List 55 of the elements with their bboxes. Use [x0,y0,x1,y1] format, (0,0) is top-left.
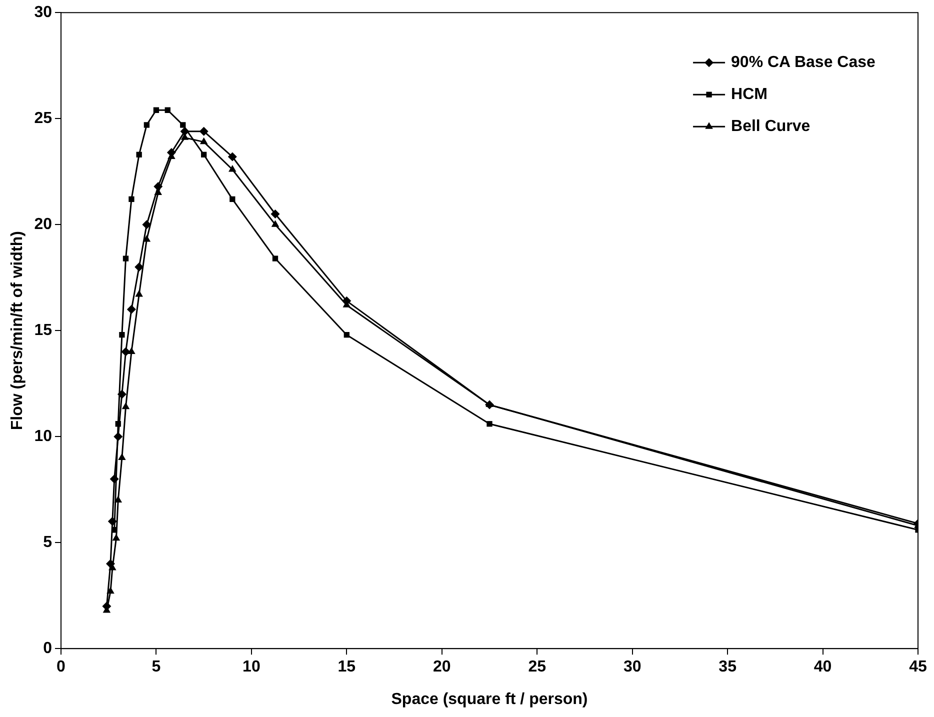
point [344,332,350,338]
x-axis-title: Space (square ft / person) [391,690,588,708]
point [114,432,123,442]
y-axis-title: Flow (pers/min/ft of width) [9,231,26,430]
y-tick-label: 5 [43,534,52,552]
point [128,196,134,202]
y-tick-label: 20 [34,216,52,234]
point [119,332,125,338]
y-tick-label: 10 [34,428,52,446]
x-tick-label: 35 [718,658,737,676]
y-tick-label: 15 [34,322,52,340]
y-tick-label: 25 [34,110,52,128]
point [110,474,119,484]
point [106,559,116,568]
point [164,107,170,113]
x-tick-label: 10 [242,658,260,676]
point [142,220,152,230]
point [230,196,236,202]
point [118,453,126,460]
point [228,164,236,172]
x-tick-label: 20 [432,658,451,676]
x-tick-label: 0 [56,658,66,676]
point [199,126,208,136]
point [272,256,278,262]
x-tick-label: 15 [338,658,356,676]
x-tick-label: 45 [909,658,927,676]
point [117,390,126,399]
point [180,126,190,136]
legend-label: HCM [731,86,768,104]
point [114,496,122,502]
point [122,256,129,262]
point [180,122,186,128]
legend-label: Bell Curve [731,118,810,136]
point [122,402,130,410]
x-tick-label: 40 [814,658,832,676]
point [112,534,120,541]
point [228,152,237,162]
point [201,152,207,158]
point [153,107,160,113]
x-tick-label: 30 [623,658,642,676]
x-tick-label: 25 [528,658,546,676]
x-tick-label: 5 [152,658,161,676]
point [136,152,142,158]
point [486,421,492,427]
point [270,210,280,218]
point [144,122,150,128]
legend-label: 90% CA Base Case [731,54,876,72]
y-tick-label: 30 [34,4,52,22]
point [126,304,136,314]
point [135,290,143,297]
point [121,347,130,356]
y-tick-label: 0 [43,640,52,658]
point [271,220,280,227]
point [200,137,208,144]
point [108,516,117,526]
